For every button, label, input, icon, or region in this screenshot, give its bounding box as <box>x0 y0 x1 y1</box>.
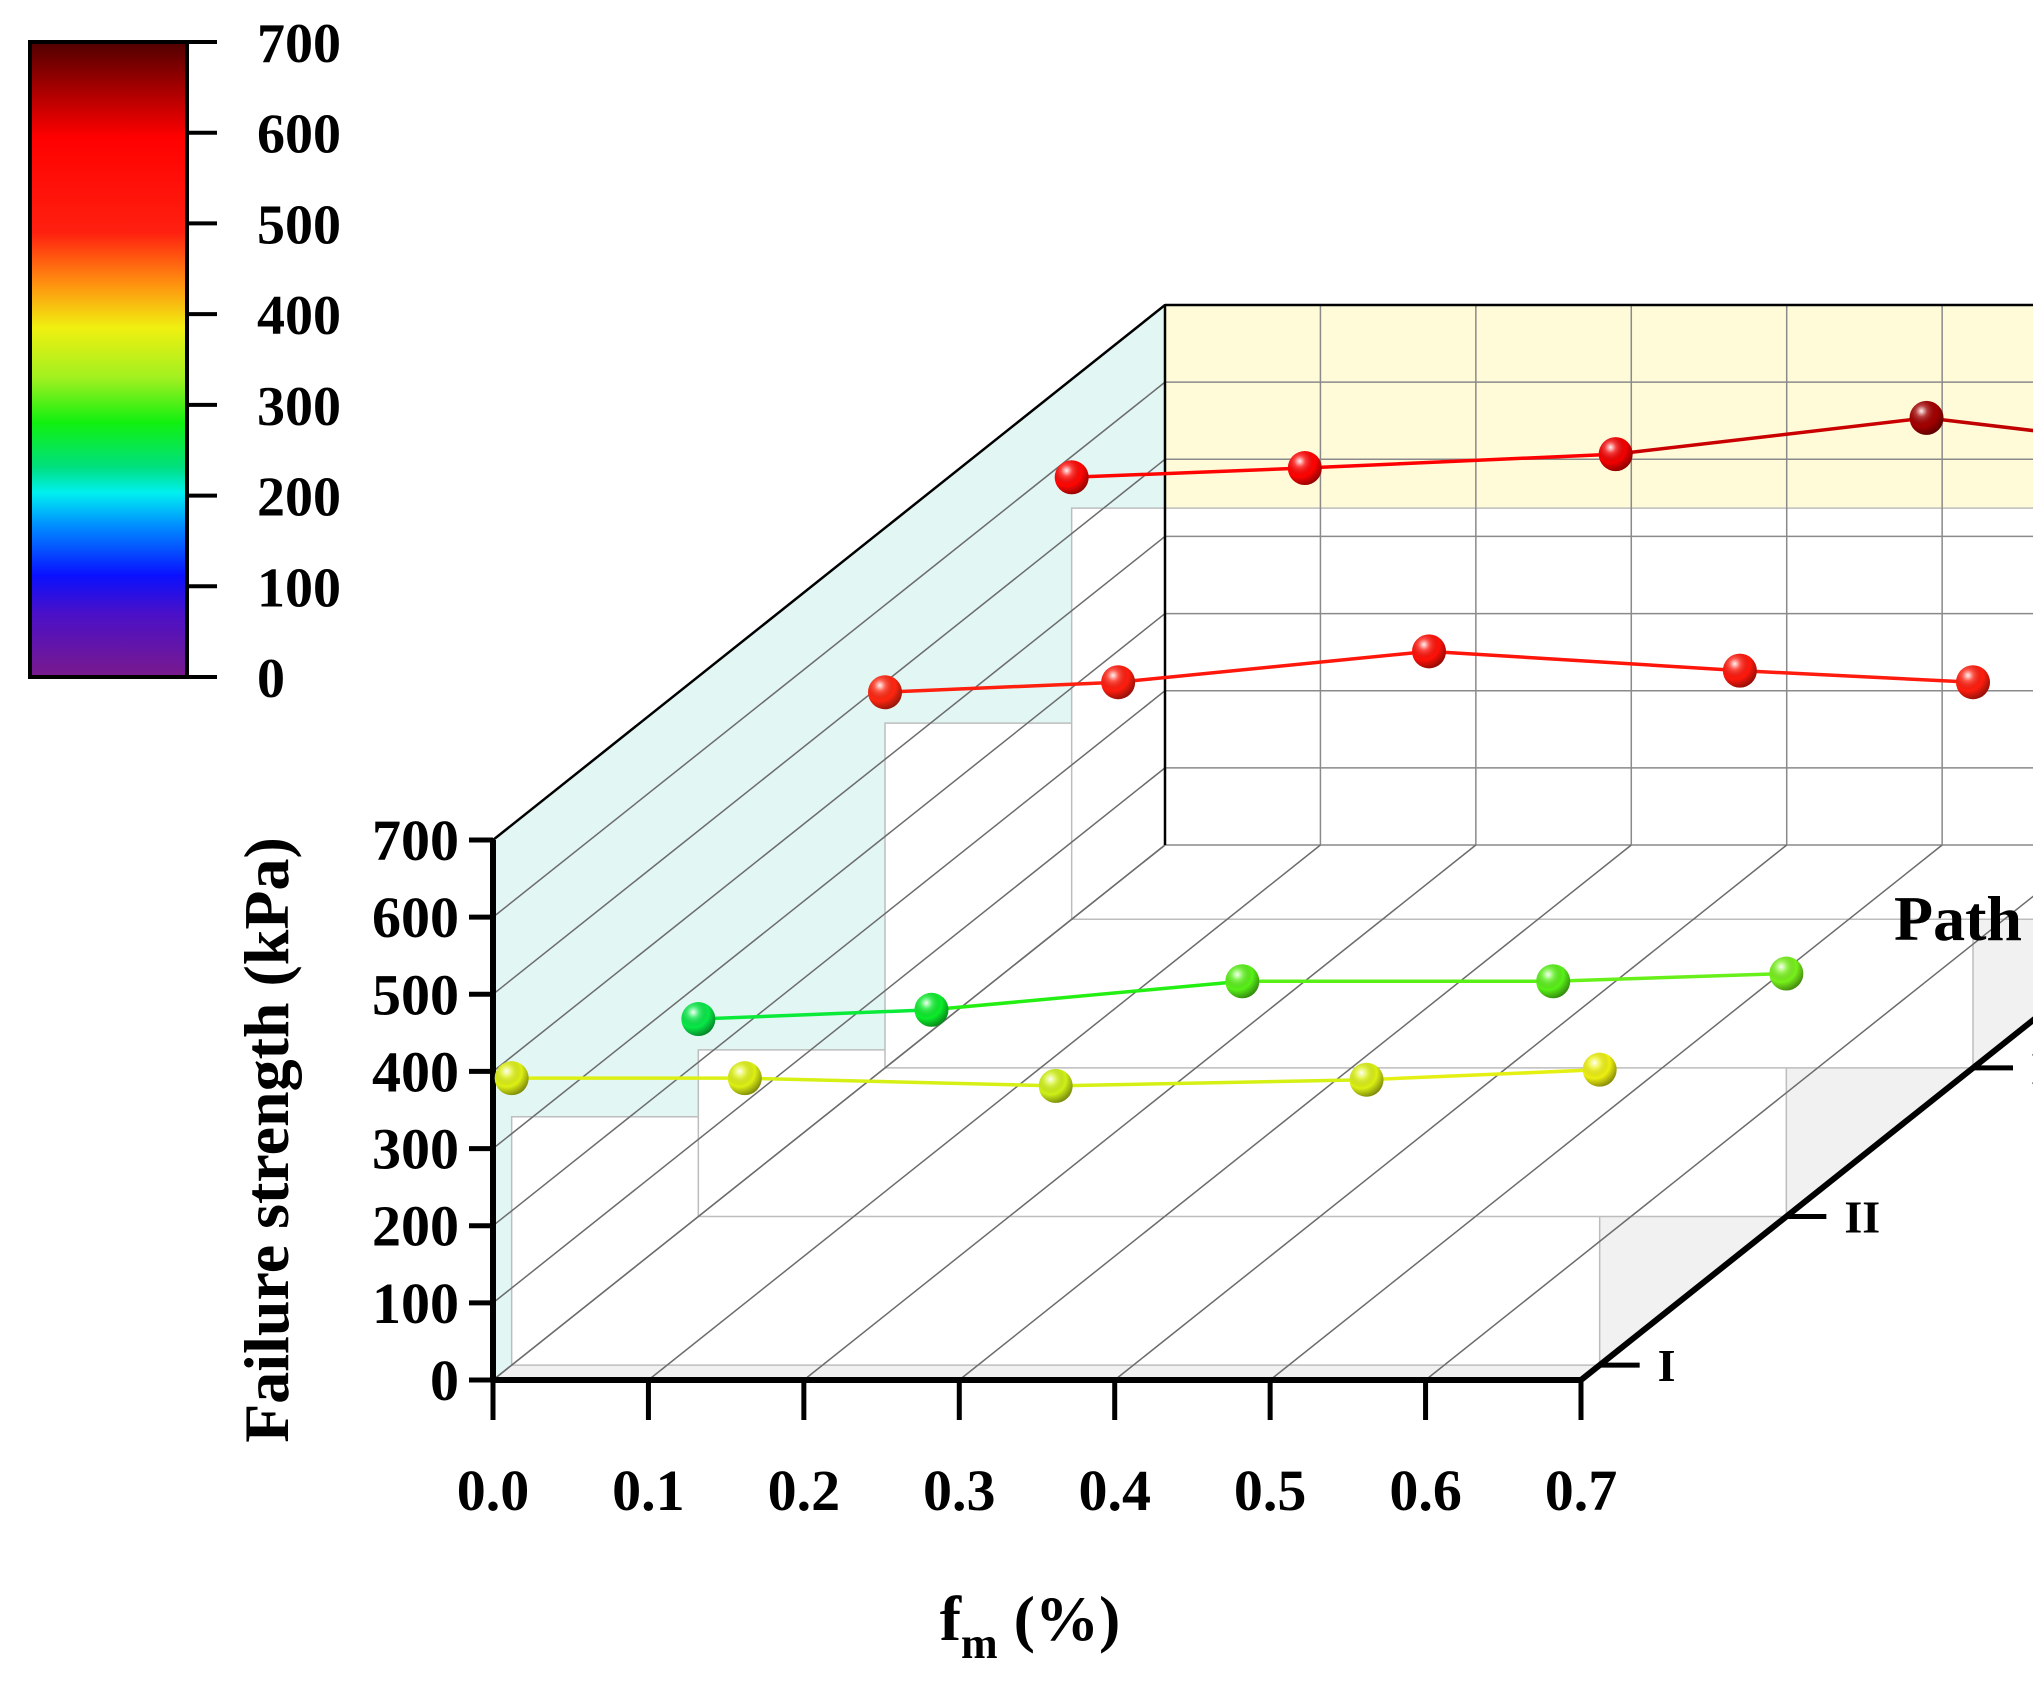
left-wall-grid <box>492 381 1166 918</box>
path-pane-II <box>697 1049 1788 1218</box>
data-point-highlight <box>914 992 949 1027</box>
plot-axes <box>469 303 2033 1420</box>
x-axis-title: fm (%) <box>940 1583 1121 1668</box>
left-wall <box>493 305 1165 1380</box>
floor-grid <box>958 844 1632 1381</box>
series-III <box>868 634 1990 710</box>
data-point-highlight <box>494 1061 529 1096</box>
data-point-highlight <box>681 1002 716 1037</box>
data-point-highlight <box>868 675 902 710</box>
data-point-highlight <box>1038 1068 1073 1103</box>
left-wall-grid <box>492 458 1166 995</box>
data-point-highlight <box>1582 1052 1617 1087</box>
x-tick-label: 0.7 <box>1545 1458 1618 1523</box>
x-tick-label: 0.3 <box>923 1458 996 1523</box>
x-axis-title-subscript: m <box>961 1619 998 1668</box>
series-line-segment <box>1055 1077 1367 1088</box>
series-line-segment <box>1926 416 2033 433</box>
series-II <box>681 956 1804 1037</box>
floor-grid <box>647 844 1321 1381</box>
colorbar-ramp <box>28 40 189 679</box>
z-tick-label: 600 <box>372 885 459 950</box>
path-tick-label: III <box>2031 1043 2033 1094</box>
series-line-segment <box>1366 1067 1600 1082</box>
data-point-highlight <box>1225 964 1260 999</box>
data-point-highlight <box>1349 1062 1384 1097</box>
left-wall-grid <box>492 690 1166 1227</box>
colorbar-ticks: 0 100 200 300 400 500 600 700 <box>187 13 341 710</box>
x-axis-title-rest: (%) <box>998 1583 1121 1654</box>
data-point-highlight <box>1412 634 1446 669</box>
series-IV <box>1054 400 2033 495</box>
path-pane-IV <box>1070 507 2033 921</box>
data-point-highlight <box>1722 653 1757 688</box>
data-point-highlight <box>1769 956 1804 991</box>
series-line-segment <box>1428 649 1740 673</box>
z-axis-title: Failure strength (kPa) <box>231 837 302 1443</box>
data-point-highlight <box>1536 964 1571 999</box>
path-axis-title: Path <box>1894 883 2022 954</box>
colorbar-tick-label: 600 <box>257 104 341 166</box>
floor-grid <box>803 844 1477 1381</box>
colorbar-tick-label: 100 <box>257 557 341 619</box>
x-tick-label: 0.1 <box>612 1458 685 1523</box>
left-wall-grid <box>492 767 1166 1304</box>
colorbar-tick-label: 700 <box>257 13 341 75</box>
floor-grid <box>1269 844 1943 1381</box>
path-tick-label: II <box>1844 1192 1880 1243</box>
floor-grid <box>1425 895 2033 1381</box>
floor-grid <box>1114 844 1788 1381</box>
series-line-segment <box>744 1076 1056 1088</box>
path-tick-label: I <box>1658 1340 1676 1391</box>
colorbar-tick-label: 400 <box>257 285 341 347</box>
data-point-highlight <box>1909 400 1944 435</box>
series-line-segment <box>884 680 1119 694</box>
left-wall-grid <box>492 535 1166 1073</box>
data-point-highlight <box>1956 665 1990 700</box>
series-line-segment <box>931 979 1243 1012</box>
series-line-segment <box>1117 649 1430 684</box>
data-point-highlight <box>1101 665 1136 700</box>
series-I <box>494 1052 1617 1103</box>
series-line-segment <box>1739 668 1974 684</box>
data-point-highlight <box>1287 451 1322 486</box>
x-tick-label: 0.0 <box>457 1458 530 1523</box>
floor-grid <box>492 844 1166 1381</box>
plot-panes <box>493 304 2033 1380</box>
z-tick-label: 500 <box>372 962 459 1027</box>
z-tick-label: 300 <box>372 1117 459 1182</box>
colorbar-tick-label: 300 <box>257 376 341 438</box>
axis-labels: 0 100 200 300 400 500 600 700 0.0 0.1 0.2 0.3 0.4 0.5… <box>372 808 2033 1523</box>
data-point-highlight <box>1598 437 1633 472</box>
colorbar-tick-label: 500 <box>257 194 341 256</box>
series-line-segment <box>1071 466 1305 480</box>
x-tick-label: 0.4 <box>1078 1458 1151 1523</box>
left-wall-grid <box>492 612 1166 1150</box>
box-edge <box>492 304 1166 841</box>
colorbar: 0 100 200 300 400 500 600 700 <box>28 13 341 710</box>
data-series <box>494 400 2033 1103</box>
series-line-segment <box>1304 452 1616 470</box>
plot-grid <box>492 304 2033 1381</box>
data-point-highlight <box>727 1061 762 1096</box>
z-tick-label: 100 <box>372 1271 459 1336</box>
colorbar-tick-label: 200 <box>257 467 341 529</box>
z-tick-label: 700 <box>372 808 459 873</box>
x-tick-label: 0.5 <box>1234 1458 1307 1523</box>
z-tick-label: 0 <box>430 1348 459 1413</box>
x-tick-label: 0.6 <box>1389 1458 1462 1523</box>
x-tick-label: 0.2 <box>768 1458 841 1523</box>
x-axis-title-main: f <box>940 1583 962 1654</box>
colorbar-tick-label: 0 <box>257 648 285 710</box>
series-line-segment <box>1553 971 1787 983</box>
z-tick-label: 200 <box>372 1194 459 1259</box>
path-axis-line <box>1579 1016 2033 1383</box>
data-point-highlight <box>1054 460 1089 495</box>
z-tick-label: 400 <box>372 1039 459 1104</box>
series-line-segment <box>698 1008 932 1021</box>
series-line-segment <box>1615 416 1927 456</box>
